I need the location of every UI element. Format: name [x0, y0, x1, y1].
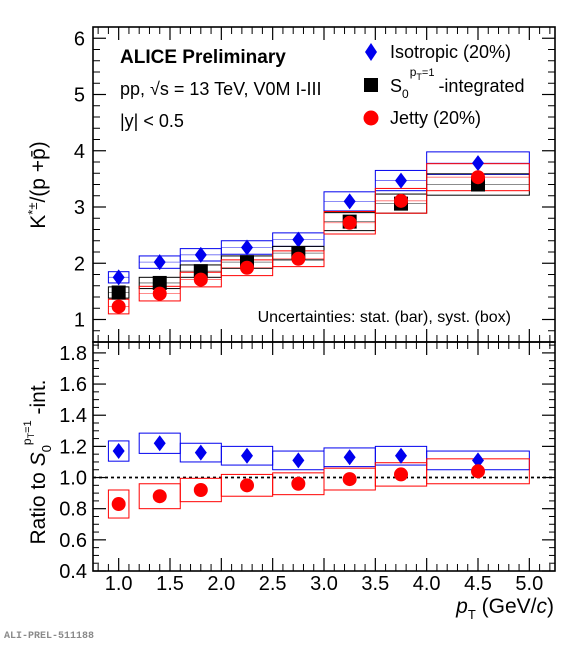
top-data-point: [111, 299, 126, 314]
bottom-ylabel-ratio: Ratio to: [27, 466, 50, 544]
xlabel-unit: (GeV/: [476, 595, 537, 618]
xtick-label: 3.5: [361, 573, 389, 595]
legend-square-marker: [364, 78, 378, 92]
bottom-ylabel: Ratio to S0pT=1 -int.: [20, 379, 54, 544]
legend-s0-label: S0pT=1-integrated: [390, 65, 525, 101]
top-data-point: [111, 285, 126, 300]
top-ytick-label: 1: [74, 310, 85, 332]
top-ylabel-sup: *±: [25, 203, 40, 215]
top-data-point: [471, 170, 485, 185]
xtick-label: 4.0: [413, 573, 441, 595]
bottom-data-point: [394, 467, 408, 482]
xtick-label: 2.0: [207, 573, 235, 595]
xtick-label: 1.0: [105, 573, 133, 595]
top-data-point: [152, 286, 167, 301]
uncertainty-note: Uncertainties: stat. (bar), syst. (box): [258, 309, 511, 326]
bottom-data-point: [153, 435, 166, 452]
bottom-data-point: [241, 447, 253, 464]
bottom-ytick-label: 0.4: [59, 561, 87, 583]
s0-superscript-rest: =1: [422, 67, 435, 79]
xtick-label: 5.0: [515, 573, 543, 595]
xtick-label: 3.0: [310, 573, 338, 595]
top-data-point: [241, 239, 253, 256]
bottom-ytick-label: 0.8: [59, 499, 87, 521]
s0-superscript-sub: T: [416, 72, 422, 82]
top-data-point: [342, 215, 357, 230]
s0-suffix: -integrated: [438, 76, 524, 96]
bottom-data-point: [152, 489, 167, 504]
bottom-ylabel-sup: p: [20, 438, 34, 445]
top-ytick-label: 4: [74, 141, 85, 163]
top-data-point: [395, 172, 407, 189]
bottom-ylabel-int: -int.: [27, 379, 50, 420]
bottom-ytick-label: 1.4: [59, 405, 87, 427]
top-plot-area: [107, 151, 530, 315]
xlabel-p: p: [455, 595, 468, 618]
xtick-label: 1.5: [156, 573, 184, 595]
s0-symbol: S: [390, 76, 402, 96]
footer-id: ALI-PREL-511188: [4, 631, 95, 642]
top-data-point: [153, 254, 166, 271]
top-data-point: [240, 260, 254, 275]
bottom-data-point: [342, 472, 357, 487]
top-data-point: [394, 193, 408, 208]
bottom-ytick-label: 1.0: [59, 468, 87, 490]
legend-circle-marker: [363, 110, 379, 126]
xtick-label: 4.5: [464, 573, 492, 595]
bottom-data-point: [291, 476, 306, 491]
xtick-label: 2.5: [259, 573, 287, 595]
bottom-plot-area: [93, 432, 555, 519]
bottom-data-point: [240, 478, 254, 493]
bottom-data-point: [472, 452, 484, 469]
xlabel-T: T: [468, 607, 476, 622]
xlabel: pT (GeV/c): [455, 595, 554, 622]
xlabel-close: ): [547, 595, 554, 618]
bottom-ytick-label: 0.6: [59, 530, 87, 552]
s0-superscript: p: [410, 65, 417, 79]
bottom-data-point: [343, 449, 356, 466]
top-data-point: [472, 155, 484, 172]
bottom-data-point: [112, 443, 125, 460]
bottom-ylabel-suprest: =1: [22, 420, 34, 433]
bottom-ylabel-sub: 0: [39, 445, 54, 452]
system-label: pp, √s = 13 TeV, V0M I-III: [120, 79, 322, 99]
top-ylabel-rest: /(p +p̄): [27, 141, 50, 202]
rapidity-label: |y| < 0.5: [120, 111, 184, 131]
top-ytick-label: 2: [74, 253, 85, 275]
bottom-syst-box: [107, 440, 130, 462]
chart-title: ALICE Preliminary: [120, 47, 286, 68]
axes-ticks: 1 2 3 4 5 6 0.4 0.6 0.8 1.0 1.2 1.4 1.6 1.8 1.0 1.5 2.0 2…: [59, 27, 555, 595]
s0-subscript: 0: [402, 87, 409, 101]
legend-diamond-marker: [365, 43, 377, 61]
bottom-data-point: [193, 482, 208, 497]
top-data-point: [343, 193, 356, 210]
top-data-point: [291, 251, 306, 266]
bottom-ylabel-S: S: [27, 452, 50, 466]
bottom-data-point: [292, 452, 305, 469]
top-ylabel-K: K: [27, 215, 50, 229]
legend-isotropic-label: Isotropic (20%): [390, 42, 511, 62]
top-data-point: [194, 246, 207, 263]
bottom-ytick-label: 1.8: [59, 343, 87, 365]
bottom-data-point: [395, 447, 407, 464]
bottom-ylabel-supsub: T: [26, 432, 36, 438]
bottom-data-point: [194, 444, 207, 461]
legend: Isotropic (20%) S0pT=1-integrated Jetty …: [363, 42, 525, 128]
top-data-point: [292, 231, 305, 248]
top-data-point: [193, 272, 208, 287]
bottom-data-point: [471, 464, 485, 479]
top-data-point: [152, 275, 167, 290]
top-ytick-label: 3: [74, 197, 85, 219]
bottom-data-point: [111, 497, 126, 512]
bottom-ytick-label: 1.2: [59, 436, 87, 458]
bottom-syst-box: [107, 489, 130, 519]
bottom-ytick-label: 1.6: [59, 374, 87, 396]
top-data-point: [112, 269, 125, 286]
xlabel-c: c: [537, 595, 548, 618]
legend-jetty-label: Jetty (20%): [390, 108, 481, 128]
top-ylabel: K*±/(p +p̄): [25, 141, 50, 229]
top-ytick-label: 6: [74, 28, 85, 50]
top-ytick-label: 5: [74, 85, 85, 107]
